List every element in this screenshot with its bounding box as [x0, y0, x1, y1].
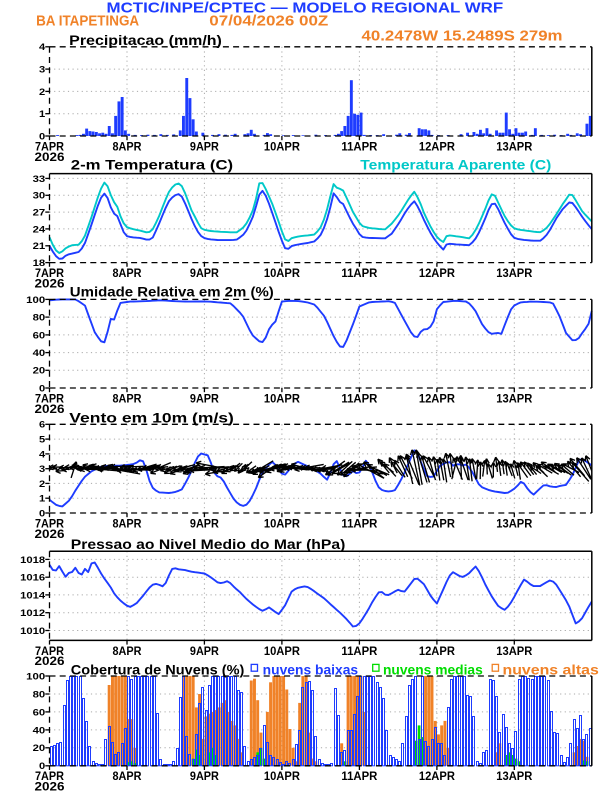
svg-text:20: 20 — [33, 743, 46, 754]
svg-text:3: 3 — [39, 65, 45, 76]
svg-text:BA ITAPETINGA: BA ITAPETINGA — [36, 14, 139, 30]
svg-text:60: 60 — [33, 707, 46, 718]
svg-text:10APR: 10APR — [264, 644, 300, 658]
svg-text:1: 1 — [39, 109, 46, 120]
svg-text:12APR: 12APR — [419, 139, 455, 153]
svg-text:10APR: 10APR — [264, 516, 300, 530]
svg-text:30: 30 — [33, 191, 46, 202]
svg-text:7APR: 7APR — [35, 769, 64, 783]
svg-text:3: 3 — [39, 464, 45, 475]
svg-text:80: 80 — [33, 689, 46, 700]
svg-text:0: 0 — [39, 508, 45, 519]
svg-text:nuvens altas: nuvens altas — [503, 663, 599, 678]
svg-text:20: 20 — [33, 366, 46, 377]
svg-text:8APR: 8APR — [113, 139, 142, 153]
svg-text:12APR: 12APR — [419, 516, 455, 530]
svg-text:12APR: 12APR — [419, 644, 455, 658]
svg-text:0: 0 — [39, 131, 45, 142]
svg-text:2026: 2026 — [35, 150, 65, 164]
svg-text:8APR: 8APR — [113, 516, 142, 530]
svg-text:2-m Temperatura (C): 2-m Temperatura (C) — [71, 158, 233, 173]
svg-text:100: 100 — [26, 671, 45, 682]
svg-text:13APR: 13APR — [496, 644, 532, 658]
svg-text:8APR: 8APR — [113, 266, 142, 280]
svg-text:nuvens medias: nuvens medias — [383, 663, 483, 678]
svg-text:1018: 1018 — [20, 555, 46, 566]
svg-text:2026: 2026 — [35, 276, 65, 290]
svg-text:9APR: 9APR — [190, 769, 219, 783]
svg-text:1012: 1012 — [20, 608, 45, 619]
svg-text:27: 27 — [33, 208, 46, 219]
svg-text:MCTIC/INPE/CPTEC — MODELO REGI: MCTIC/INPE/CPTEC — MODELO REGIONAL WRF — [107, 0, 504, 16]
svg-text:0: 0 — [39, 761, 45, 772]
svg-text:10APR: 10APR — [264, 769, 300, 783]
svg-text:40: 40 — [33, 725, 46, 736]
svg-text:Vento em 10m (m/s): Vento em 10m (m/s) — [69, 410, 234, 425]
svg-text:5: 5 — [39, 435, 46, 446]
svg-text:nuvens baixas: nuvens baixas — [263, 663, 358, 678]
svg-text:9APR: 9APR — [190, 644, 219, 658]
svg-text:Cobertura de Nuvens (%): Cobertura de Nuvens (%) — [71, 663, 245, 678]
svg-text:40.2478W 15.2489S 279m: 40.2478W 15.2489S 279m — [362, 29, 563, 45]
svg-text:11APR: 11APR — [341, 266, 377, 280]
svg-text:2026: 2026 — [35, 654, 65, 668]
svg-text:11APR: 11APR — [341, 644, 377, 658]
svg-text:Pressao ao Nivel Medio do Mar: Pressao ao Nivel Medio do Mar (hPa) — [71, 537, 346, 552]
svg-text:Precipitacao (mm/h): Precipitacao (mm/h) — [69, 33, 222, 48]
svg-text:7APR: 7APR — [35, 266, 64, 280]
svg-text:12APR: 12APR — [419, 769, 455, 783]
svg-text:40: 40 — [33, 348, 46, 359]
svg-text:13APR: 13APR — [496, 391, 532, 405]
svg-text:100: 100 — [26, 295, 45, 306]
svg-text:1010: 1010 — [20, 626, 45, 637]
svg-text:07/04/2026 00Z: 07/04/2026 00Z — [209, 14, 328, 30]
svg-text:80: 80 — [33, 313, 46, 324]
svg-text:9APR: 9APR — [190, 266, 219, 280]
svg-text:7APR: 7APR — [35, 516, 64, 530]
svg-text:10APR: 10APR — [264, 139, 300, 153]
svg-text:7APR: 7APR — [35, 391, 64, 405]
svg-text:6: 6 — [39, 420, 45, 431]
svg-text:18: 18 — [33, 258, 46, 269]
svg-text:8APR: 8APR — [113, 391, 142, 405]
svg-text:2: 2 — [39, 87, 45, 98]
svg-text:13APR: 13APR — [496, 769, 532, 783]
svg-text:Temperatura Aparente (C): Temperatura Aparente (C) — [360, 158, 551, 173]
svg-text:13APR: 13APR — [496, 139, 532, 153]
svg-text:8APR: 8APR — [113, 644, 142, 658]
svg-text:4: 4 — [39, 449, 46, 460]
svg-text:9APR: 9APR — [190, 391, 219, 405]
svg-text:24: 24 — [33, 224, 46, 235]
svg-text:13APR: 13APR — [496, 266, 532, 280]
svg-text:2026: 2026 — [35, 780, 65, 792]
svg-text:2: 2 — [39, 479, 45, 490]
svg-text:0: 0 — [39, 383, 45, 394]
svg-text:10APR: 10APR — [264, 391, 300, 405]
svg-text:1016: 1016 — [20, 573, 45, 584]
svg-text:1014: 1014 — [20, 590, 46, 601]
svg-text:11APR: 11APR — [341, 769, 377, 783]
svg-text:9APR: 9APR — [190, 139, 219, 153]
svg-text:13APR: 13APR — [496, 516, 532, 530]
svg-text:2026: 2026 — [35, 402, 65, 416]
svg-text:4: 4 — [39, 42, 46, 53]
svg-text:12APR: 12APR — [419, 391, 455, 405]
svg-text:11APR: 11APR — [341, 139, 377, 153]
svg-text:7APR: 7APR — [35, 644, 64, 658]
svg-text:33: 33 — [33, 174, 46, 185]
svg-text:60: 60 — [33, 330, 46, 341]
svg-text:12APR: 12APR — [419, 266, 455, 280]
svg-text:11APR: 11APR — [341, 391, 377, 405]
svg-text:9APR: 9APR — [190, 516, 219, 530]
svg-text:10APR: 10APR — [264, 266, 300, 280]
svg-text:8APR: 8APR — [113, 769, 142, 783]
svg-text:21: 21 — [33, 241, 46, 252]
svg-text:1: 1 — [39, 494, 46, 505]
svg-text:Umidade Relativa em 2m (%): Umidade Relativa em 2m (%) — [70, 285, 274, 300]
svg-text:2026: 2026 — [35, 527, 65, 541]
svg-text:11APR: 11APR — [341, 516, 377, 530]
svg-text:7APR: 7APR — [35, 139, 64, 153]
